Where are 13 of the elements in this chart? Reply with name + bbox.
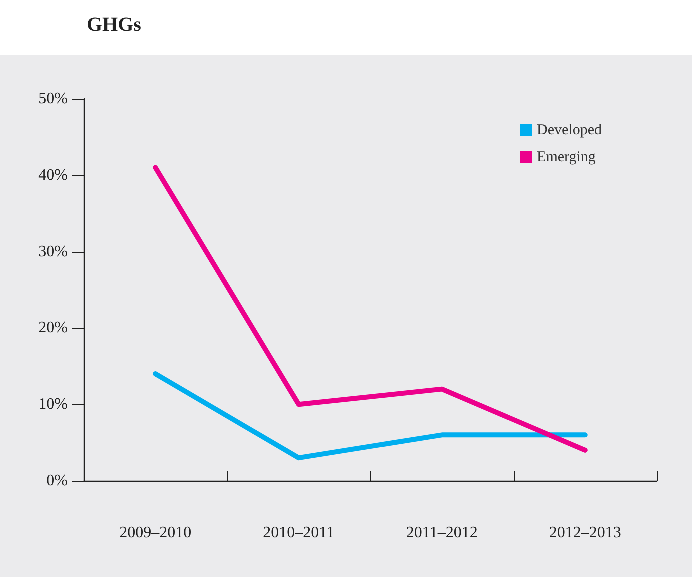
- legend-label: Developed: [537, 122, 602, 138]
- y-tick-label: 0%: [46, 472, 68, 490]
- x-tick-label: 2012–2013: [549, 524, 622, 542]
- y-tick-label: 10%: [38, 396, 68, 414]
- legend-label: Emerging: [537, 150, 596, 166]
- x-tick-label: 2011–2012: [406, 524, 478, 542]
- y-tick-label: 40%: [38, 166, 68, 184]
- chart-title: GHGs: [87, 14, 142, 36]
- y-tick-label: 30%: [38, 243, 68, 260]
- x-tick-label: 2010–2011: [263, 524, 335, 542]
- y-tick-label: 20%: [38, 320, 68, 337]
- y-tick-label: 50%: [38, 90, 68, 108]
- x-tick-label: 2009–2010: [120, 524, 192, 542]
